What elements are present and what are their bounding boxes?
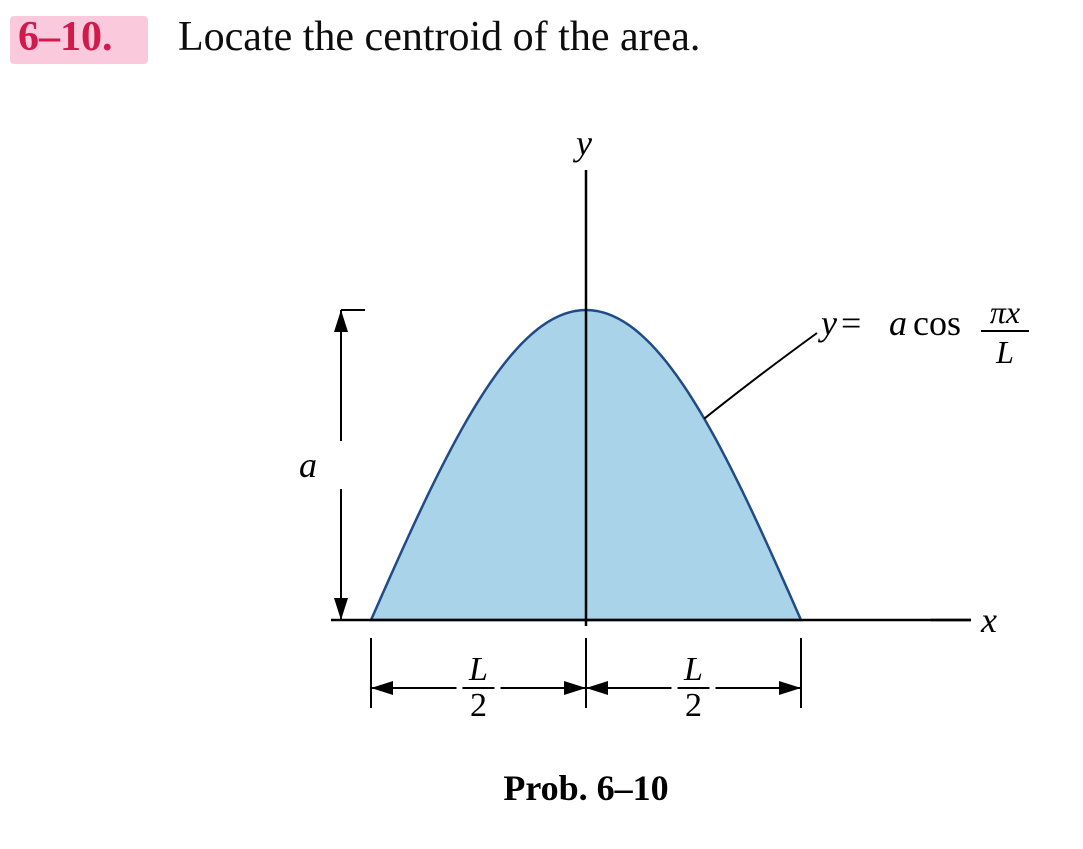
dim-left-arrow-r [564, 681, 586, 695]
x-axis-label: x [980, 600, 997, 640]
problem-number: 6–10. [18, 14, 113, 60]
dim-right-arrow-l [586, 681, 608, 695]
equation-leader [704, 333, 817, 419]
dim-right-frac-num: L [683, 651, 703, 688]
eq-cos: cos [913, 303, 961, 343]
y-axis-label: y [573, 123, 592, 163]
a-arrow-down [334, 598, 348, 620]
eq-frac-num: πx [990, 294, 1020, 330]
dim-left-frac-den: 2 [470, 687, 487, 724]
eq-a: a [889, 303, 907, 343]
eq-y: y [818, 303, 837, 343]
dim-left-arrow-l [371, 681, 393, 695]
eq-equals: = [841, 303, 861, 343]
figure-caption: Prob. 6–10 [503, 768, 668, 808]
dim-left-frac-num: L [468, 651, 488, 688]
a-arrow-up [334, 310, 348, 332]
dim-right-arrow-r [779, 681, 801, 695]
eq-frac-den: L [995, 334, 1014, 370]
dim-right-frac-den: 2 [685, 687, 702, 724]
problem-text: Locate the centroid of the area. [178, 14, 700, 60]
a-label: a [299, 445, 317, 485]
